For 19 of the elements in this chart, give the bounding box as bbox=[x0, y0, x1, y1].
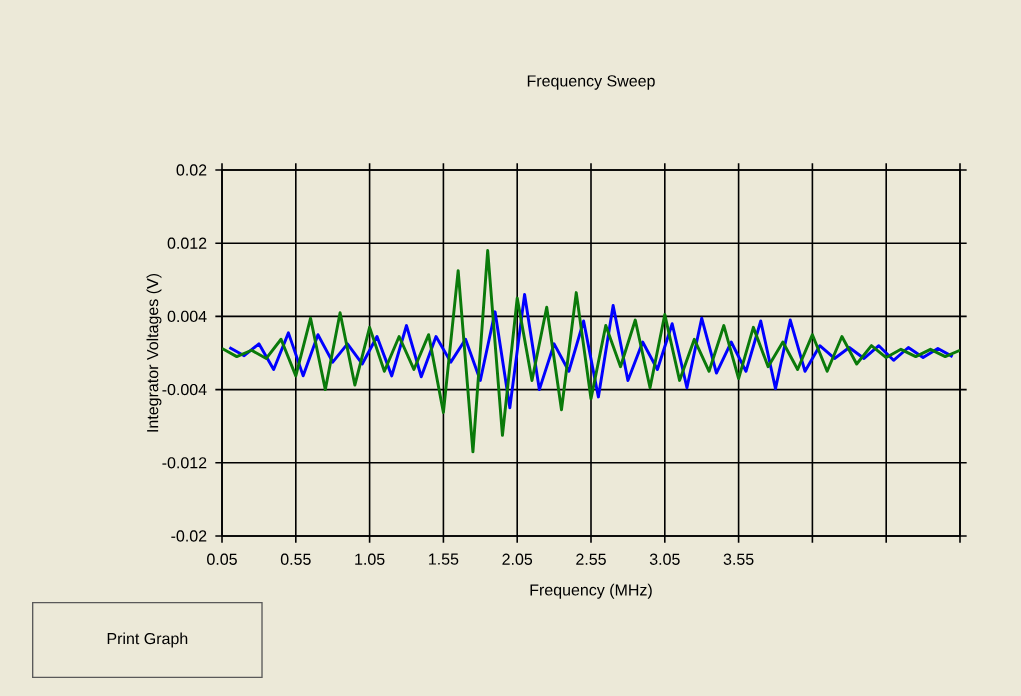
y-axis-title: Integrator Voltages (V) bbox=[146, 273, 162, 432]
y-tick-label: 0.02 bbox=[176, 164, 207, 176]
y-tick-label: 0.004 bbox=[167, 310, 207, 323]
y-tick-label: -0.004 bbox=[162, 383, 207, 396]
x-tick-label: 0.05 bbox=[207, 553, 237, 565]
x-tick-label: 2.55 bbox=[576, 553, 606, 565]
x-tick-label: 1.05 bbox=[355, 553, 385, 565]
line-series bbox=[222, 249, 960, 454]
x-tick-label: 3.05 bbox=[649, 553, 680, 565]
x-tick-label: 3.55 bbox=[723, 553, 754, 565]
y-tick-label: -0.02 bbox=[171, 530, 207, 542]
x-tick-label: 1.55 bbox=[429, 553, 459, 565]
x-axis-title: Frequency (MHz) bbox=[530, 583, 652, 599]
y-tick-label: 0.012 bbox=[167, 237, 207, 249]
x-tick-label: 0.55 bbox=[280, 553, 311, 565]
x-tick-label: 2.05 bbox=[502, 553, 533, 565]
chart-title: Frequency Sweep bbox=[527, 75, 655, 90]
text: Print Graph bbox=[107, 632, 188, 648]
y-tick-label: -0.012 bbox=[162, 457, 207, 469]
